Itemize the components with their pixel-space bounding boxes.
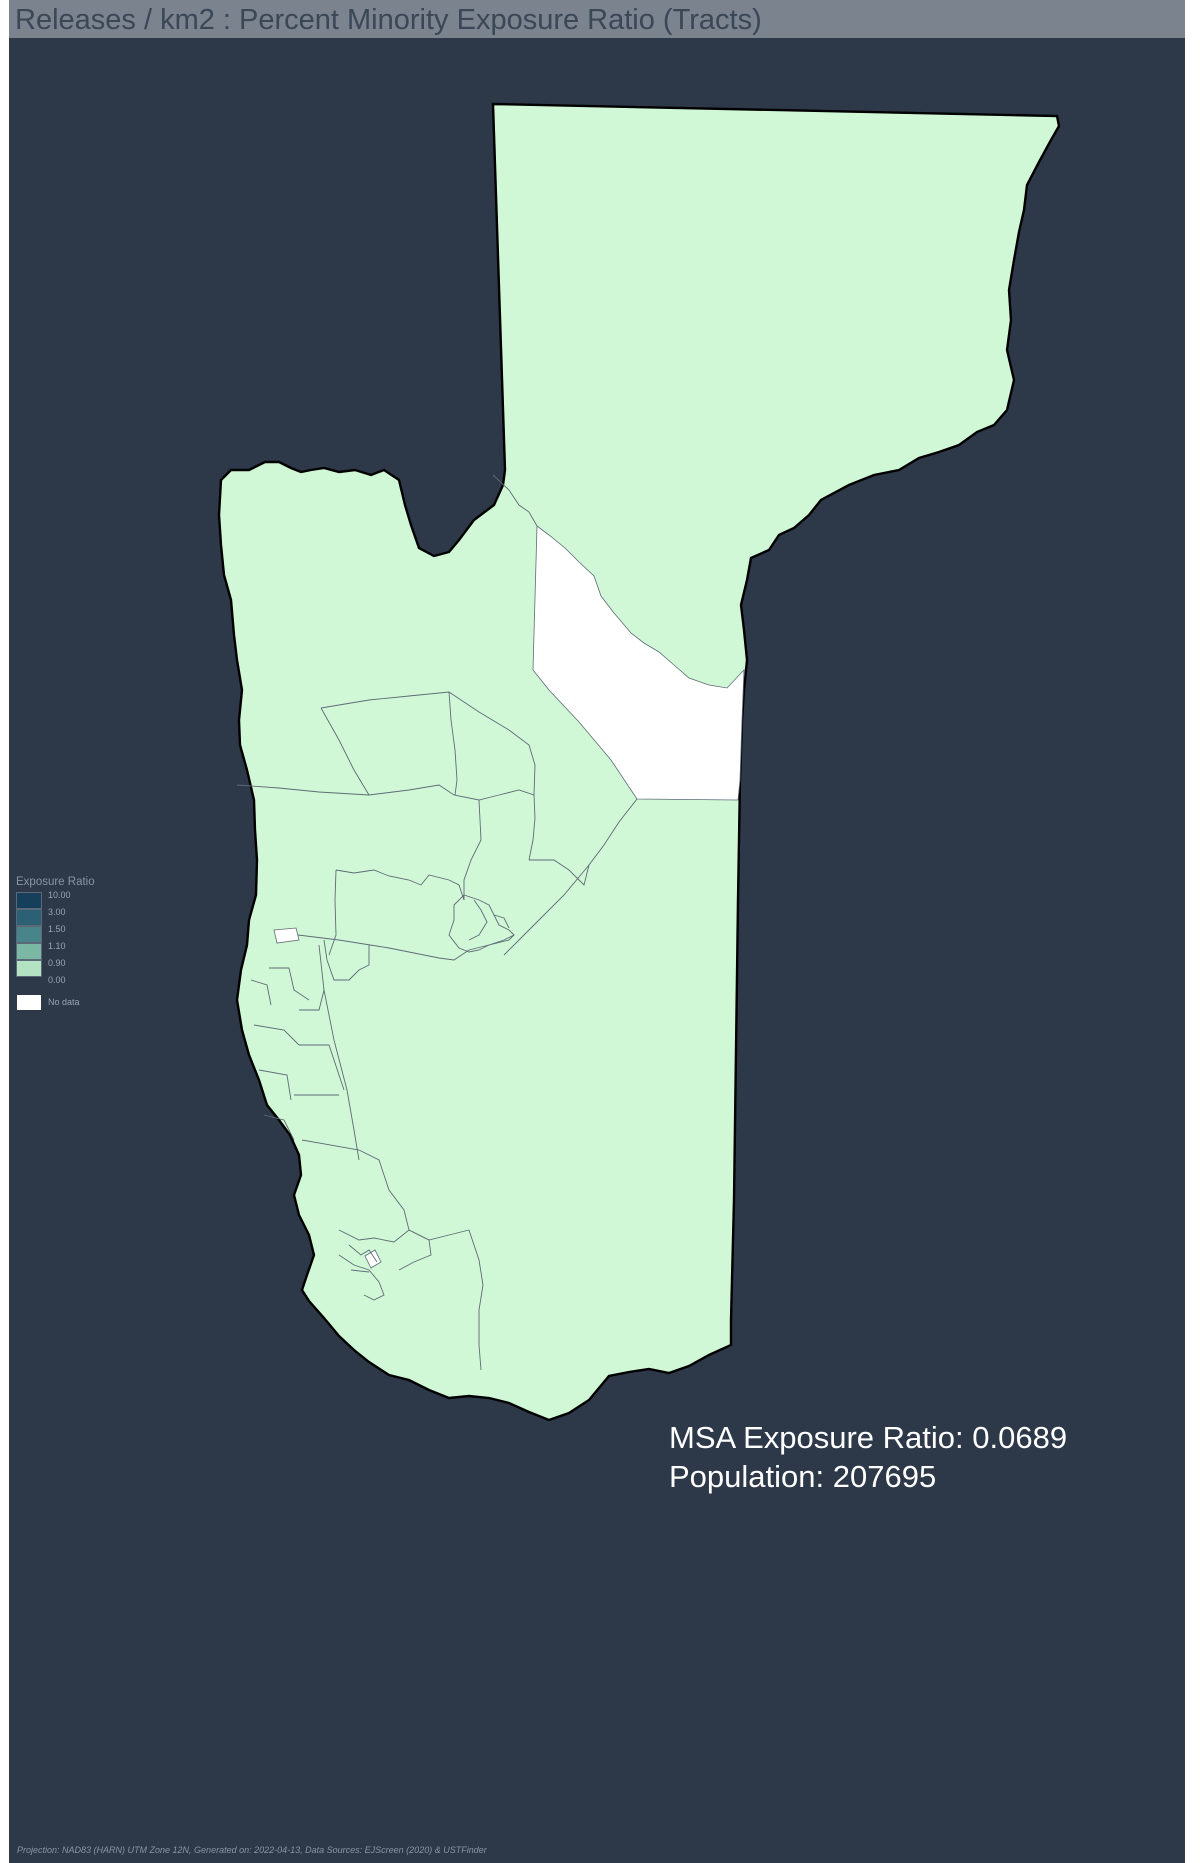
tract-line [468, 1229, 484, 1371]
tract-line [335, 869, 465, 901]
tract-line [299, 989, 325, 1011]
legend-swatch [16, 960, 42, 977]
tract-line [463, 799, 482, 900]
msa-exposure-ratio: MSA Exposure Ratio: 0.0689 [669, 1420, 1068, 1455]
tract-line [503, 864, 590, 956]
legend-swatch [16, 943, 42, 960]
title-bar: Releases / km2 : Percent Minority Exposu… [9, 0, 1185, 38]
tract-line [301, 1139, 470, 1241]
tract-line [350, 1269, 370, 1273]
legend-swatch [16, 909, 42, 926]
tract-line [493, 914, 510, 929]
map-canvas [217, 102, 1061, 1422]
tract-line [338, 1254, 385, 1301]
no-data-tract-south [364, 1249, 382, 1269]
tract-line [250, 979, 272, 1006]
legend-swatch [16, 892, 42, 909]
population: Population: 207695 [669, 1459, 937, 1494]
tract-line [492, 474, 538, 527]
map-legend: Exposure Ratio 10.00 3.00 1.50 1.10 0.90… [16, 876, 136, 1026]
no-data-region [532, 525, 745, 801]
tract-line [263, 1114, 295, 1141]
map-frame: Releases / km2 : Percent Minority Exposu… [9, 0, 1185, 1863]
tract-line [529, 798, 638, 886]
tract-line [328, 869, 337, 956]
legend-swatch [16, 926, 42, 943]
legend-label: 0.00 [48, 975, 66, 985]
tract-line [323, 939, 370, 981]
tract-line [320, 691, 458, 796]
tract-lines [236, 474, 638, 1371]
legend-label: 0.90 [48, 958, 66, 968]
tract-line [297, 934, 515, 961]
tract-line [320, 707, 370, 796]
legend-label-no-data: No data [48, 997, 80, 1007]
tract-line [236, 784, 536, 861]
legend-swatch-no-data [16, 994, 42, 1011]
stats-box: MSA Exposure Ratio: 0.0689 Population: 2… [669, 1418, 1067, 1496]
tract-line [269, 967, 310, 1001]
legend-label: 10.00 [48, 890, 71, 900]
no-data-tract-west [273, 927, 300, 944]
tract-line [299, 1044, 345, 1091]
legend-label: 1.10 [48, 941, 66, 951]
map-title: Releases / km2 : Percent Minority Exposu… [15, 4, 762, 36]
tract-line [468, 899, 488, 941]
legend-title: Exposure Ratio [16, 876, 95, 888]
tract-line [338, 1229, 432, 1271]
tract-line [448, 691, 536, 796]
legend-label: 1.50 [48, 924, 66, 934]
footer-note: Projection: NAD83 (HARN) UTM Zone 12N, G… [17, 1845, 487, 1855]
tract-line [258, 1069, 292, 1101]
tract-line [348, 1244, 378, 1263]
legend-label: 3.00 [48, 907, 66, 917]
tract-line [253, 1024, 300, 1046]
tract-line [448, 894, 515, 953]
tract-line [318, 944, 360, 1161]
